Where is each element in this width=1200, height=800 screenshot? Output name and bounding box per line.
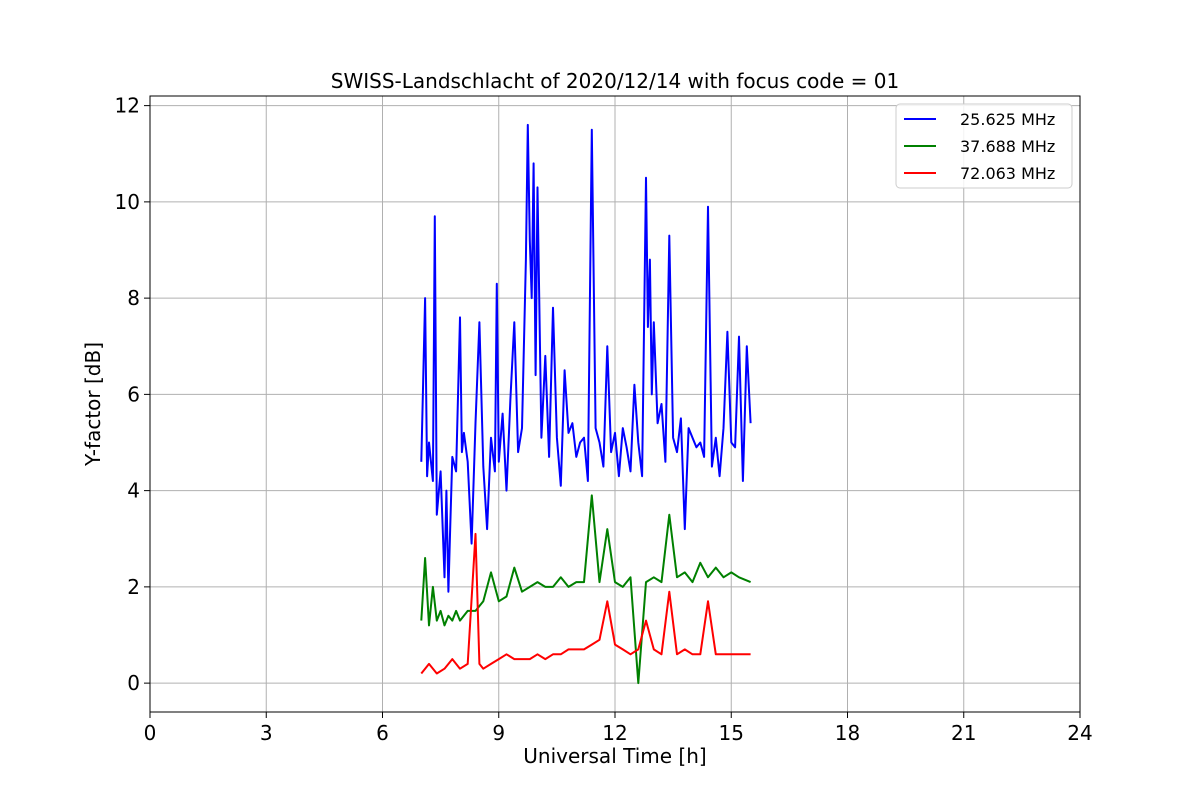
y-tick-label: 8 — [127, 286, 140, 310]
series-line-3 — [420, 532, 751, 675]
y-axis-label: Y-factor [dB] — [81, 342, 105, 467]
x-axis-label: Universal Time [h] — [523, 744, 706, 768]
y-tick-label: 4 — [127, 479, 140, 503]
x-tick-label: 3 — [260, 721, 273, 745]
grid-lines — [149, 96, 1081, 712]
legend-box — [895, 103, 1073, 189]
y-tick-label: 0 — [127, 671, 140, 695]
y-tick-label: 6 — [127, 382, 140, 406]
x-tick-label: 24 — [1067, 721, 1092, 745]
y-tick-label: 12 — [115, 94, 140, 118]
series-line-1 — [420, 123, 752, 593]
x-tick-label: 15 — [719, 721, 744, 745]
legend-label: 25.625 MHz — [960, 110, 1055, 129]
series-layer — [420, 123, 752, 685]
series-line-2 — [420, 494, 751, 685]
chart-title: SWISS-Landschlacht of 2020/12/14 with fo… — [331, 69, 899, 93]
x-tick-label: 9 — [492, 721, 505, 745]
x-tick-label: 12 — [602, 721, 627, 745]
legend-label: 37.688 MHz — [960, 137, 1055, 156]
x-tick-label: 21 — [951, 721, 976, 745]
legend-label: 72.063 MHz — [960, 164, 1055, 183]
y-tick-label: 2 — [127, 575, 140, 599]
x-tick-label: 0 — [144, 721, 157, 745]
legend: 25.625 MHz 37.688 MHz 72.063 MHz — [895, 103, 1073, 189]
x-tick-label: 18 — [835, 721, 860, 745]
x-tick-label: 6 — [376, 721, 389, 745]
y-tick-label: 10 — [115, 190, 140, 214]
